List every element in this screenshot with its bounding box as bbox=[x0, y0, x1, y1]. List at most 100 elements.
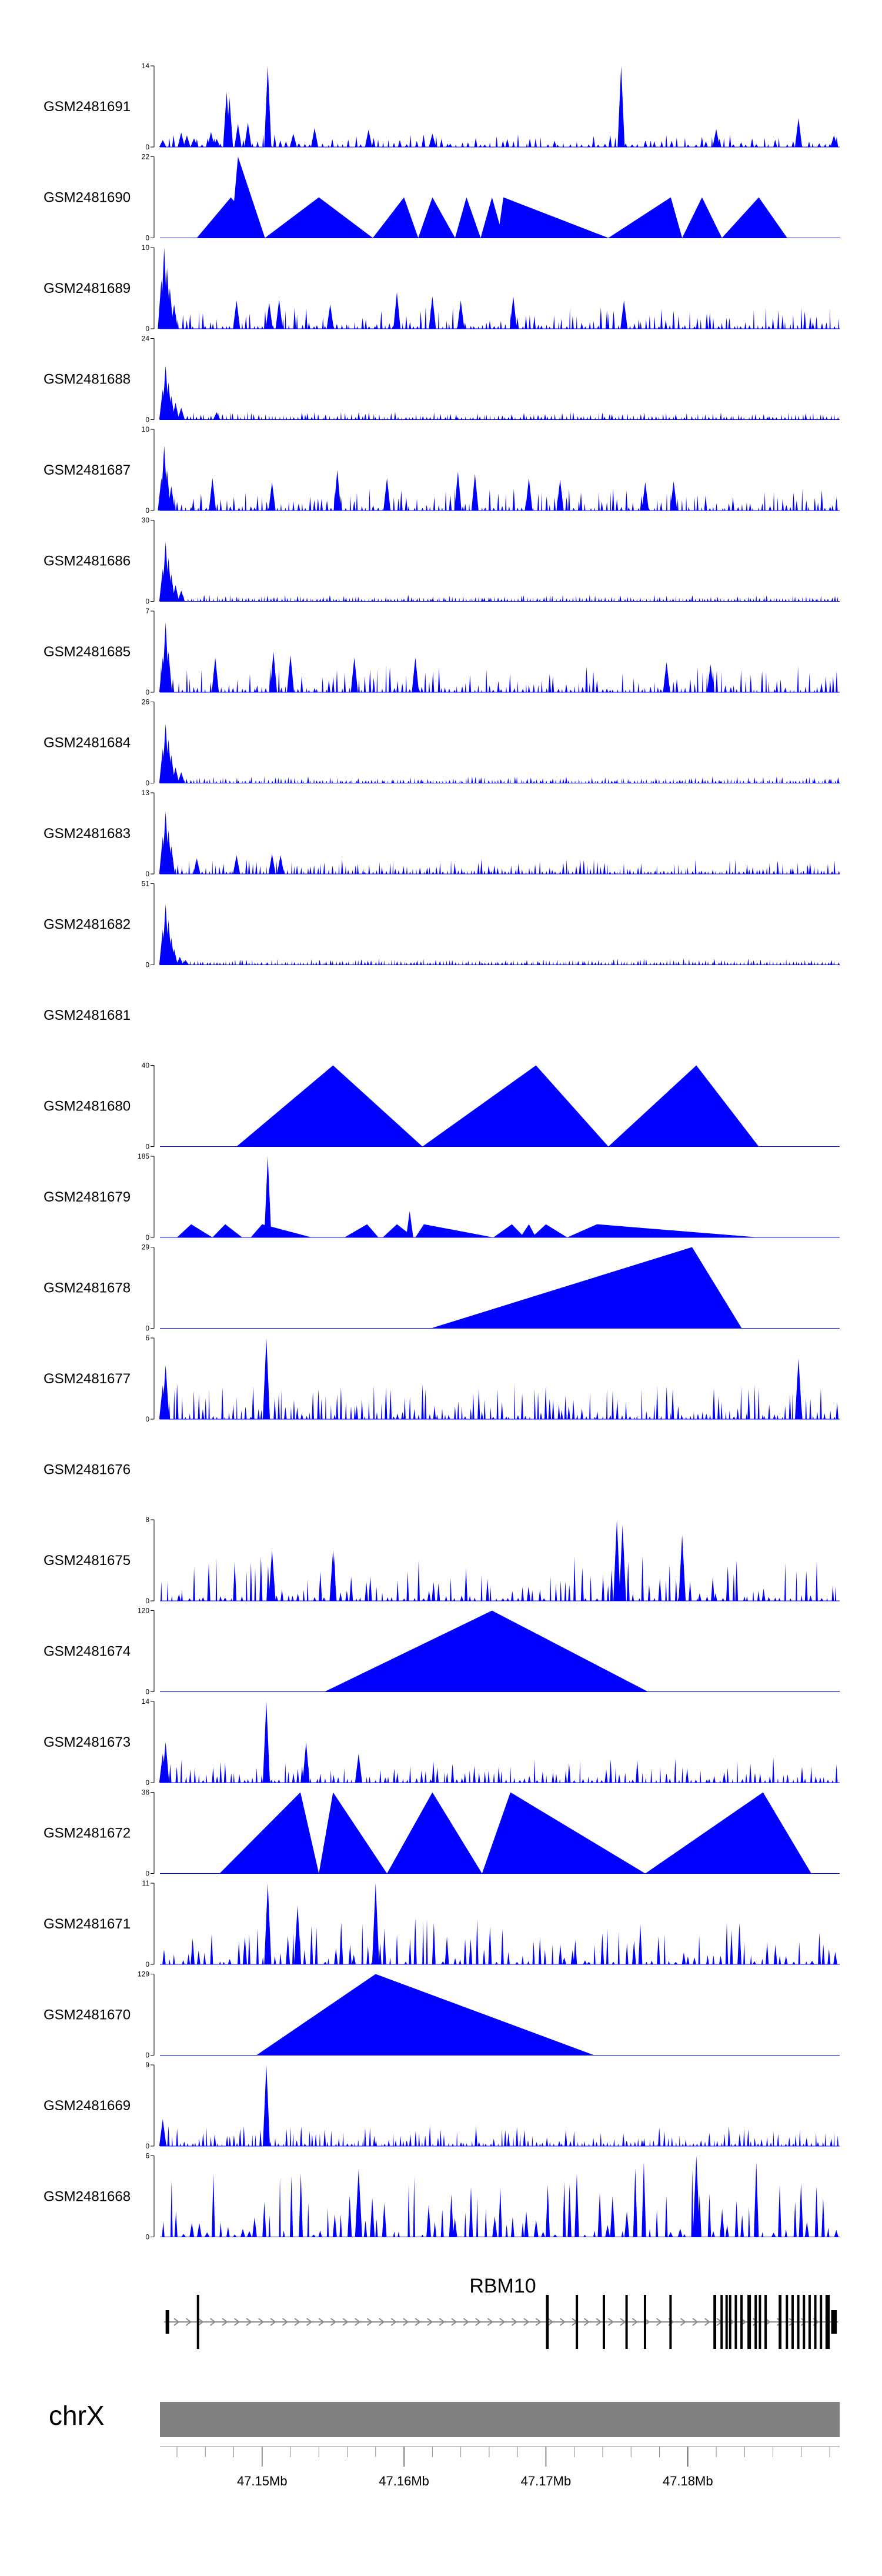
coverage-spike bbox=[689, 2143, 691, 2146]
coverage-spike bbox=[477, 326, 479, 329]
coverage-spike bbox=[271, 960, 272, 965]
coverage-spike bbox=[215, 780, 218, 783]
coverage-spike bbox=[258, 598, 260, 602]
coverage-spike bbox=[341, 859, 343, 874]
coverage-spike bbox=[759, 417, 761, 420]
coverage-spike bbox=[694, 497, 696, 510]
coverage-spike bbox=[383, 780, 385, 783]
coverage-spike bbox=[345, 865, 346, 874]
coverage-spike bbox=[439, 780, 440, 783]
coverage-spike bbox=[681, 1767, 684, 1783]
coverage-spike bbox=[391, 959, 392, 965]
coverage-spike bbox=[223, 1597, 227, 1601]
coverage-spike bbox=[556, 599, 557, 602]
coverage-spike bbox=[323, 1961, 328, 1964]
coverage-spike bbox=[637, 2138, 639, 2146]
coverage-spike bbox=[259, 2130, 262, 2146]
coverage-spike bbox=[199, 598, 202, 602]
coverage-spike bbox=[446, 144, 449, 147]
coverage-spike bbox=[439, 413, 442, 420]
coverage-spike bbox=[710, 596, 712, 602]
coverage-spike bbox=[189, 678, 191, 692]
coverage-spike bbox=[292, 1932, 295, 1964]
coverage-spike bbox=[617, 2143, 619, 2146]
coverage-spike bbox=[489, 1586, 492, 1601]
coverage-spike bbox=[592, 136, 596, 147]
coverage-spike bbox=[189, 507, 193, 510]
coverage-spike bbox=[410, 597, 413, 602]
coverage-spike bbox=[829, 308, 831, 329]
coverage-spike bbox=[253, 326, 255, 329]
coverage-spike bbox=[370, 960, 372, 965]
gene-track: RBM10 bbox=[164, 2275, 838, 2349]
coverage-spike bbox=[483, 415, 485, 420]
coverage-spike bbox=[409, 1766, 412, 1783]
coverage-spike bbox=[685, 599, 688, 602]
coverage-spike bbox=[507, 416, 510, 420]
coverage-spike bbox=[829, 680, 831, 692]
coverage-spike bbox=[569, 689, 572, 692]
strand-arrow bbox=[379, 2318, 385, 2326]
coverage-spike bbox=[527, 685, 530, 692]
coverage-spike bbox=[769, 779, 770, 783]
coverage-spike bbox=[452, 2218, 457, 2237]
coverage-spike bbox=[273, 1956, 276, 1964]
coverage-spike bbox=[828, 144, 831, 147]
coverage-peak bbox=[262, 1338, 270, 1419]
coverage-spike bbox=[443, 1771, 445, 1783]
coverage-peak bbox=[183, 135, 191, 147]
coverage-spike bbox=[383, 416, 385, 420]
coverage-spike bbox=[830, 779, 832, 783]
coverage-spike bbox=[602, 1574, 604, 1601]
coverage-spike bbox=[392, 2133, 394, 2146]
y-min-label: 0 bbox=[145, 1778, 149, 1787]
coverage-spike bbox=[697, 1413, 700, 1419]
coverage-spike bbox=[248, 598, 250, 602]
coverage-spike bbox=[242, 871, 243, 874]
coverage-peak bbox=[162, 1742, 169, 1783]
coverage-spike bbox=[707, 961, 709, 965]
y-min-label: 0 bbox=[145, 325, 149, 333]
coverage-spike bbox=[385, 325, 386, 329]
coverage-spike bbox=[546, 870, 547, 874]
coverage-spike bbox=[781, 498, 784, 510]
coverage-spike bbox=[686, 1768, 689, 1783]
coverage-spike bbox=[343, 673, 346, 692]
coverage-spike bbox=[432, 671, 435, 692]
coverage-spike bbox=[307, 776, 309, 783]
coverage-spike bbox=[336, 416, 339, 420]
coverage-spike bbox=[181, 1589, 183, 1601]
coverage-spike bbox=[397, 498, 400, 510]
coverage-spike bbox=[189, 1769, 192, 1783]
coverage-spike bbox=[345, 508, 347, 510]
coverage-spike bbox=[465, 683, 466, 692]
coverage-spike bbox=[712, 1389, 716, 1419]
coverage-spike bbox=[784, 2229, 787, 2237]
coverage-spike bbox=[470, 1408, 472, 1419]
coverage-spike bbox=[328, 144, 330, 147]
coverage-spike bbox=[611, 962, 613, 965]
coverage-spike bbox=[233, 2234, 237, 2237]
coverage-spike bbox=[499, 779, 502, 783]
coverage-spike bbox=[528, 867, 530, 874]
coverage-spike bbox=[477, 863, 480, 874]
coverage-spike bbox=[605, 2225, 610, 2237]
coverage-spike bbox=[784, 687, 787, 692]
coverage-spike bbox=[663, 780, 664, 783]
coverage-spike bbox=[828, 779, 831, 783]
coverage-spike bbox=[487, 597, 490, 602]
coverage-spike bbox=[792, 314, 794, 329]
coverage-spike bbox=[417, 1414, 420, 1419]
coverage-peak bbox=[311, 128, 319, 147]
coverage-spike bbox=[545, 960, 547, 965]
coverage-spike bbox=[831, 1780, 834, 1783]
coverage-spike bbox=[390, 412, 392, 420]
coverage-spike bbox=[669, 780, 671, 783]
coverage-spike bbox=[497, 493, 500, 510]
coverage-spike bbox=[799, 2183, 803, 2237]
coverage-spike bbox=[570, 412, 572, 420]
coverage-spike bbox=[223, 1763, 226, 1783]
coverage-spike bbox=[355, 1598, 358, 1601]
